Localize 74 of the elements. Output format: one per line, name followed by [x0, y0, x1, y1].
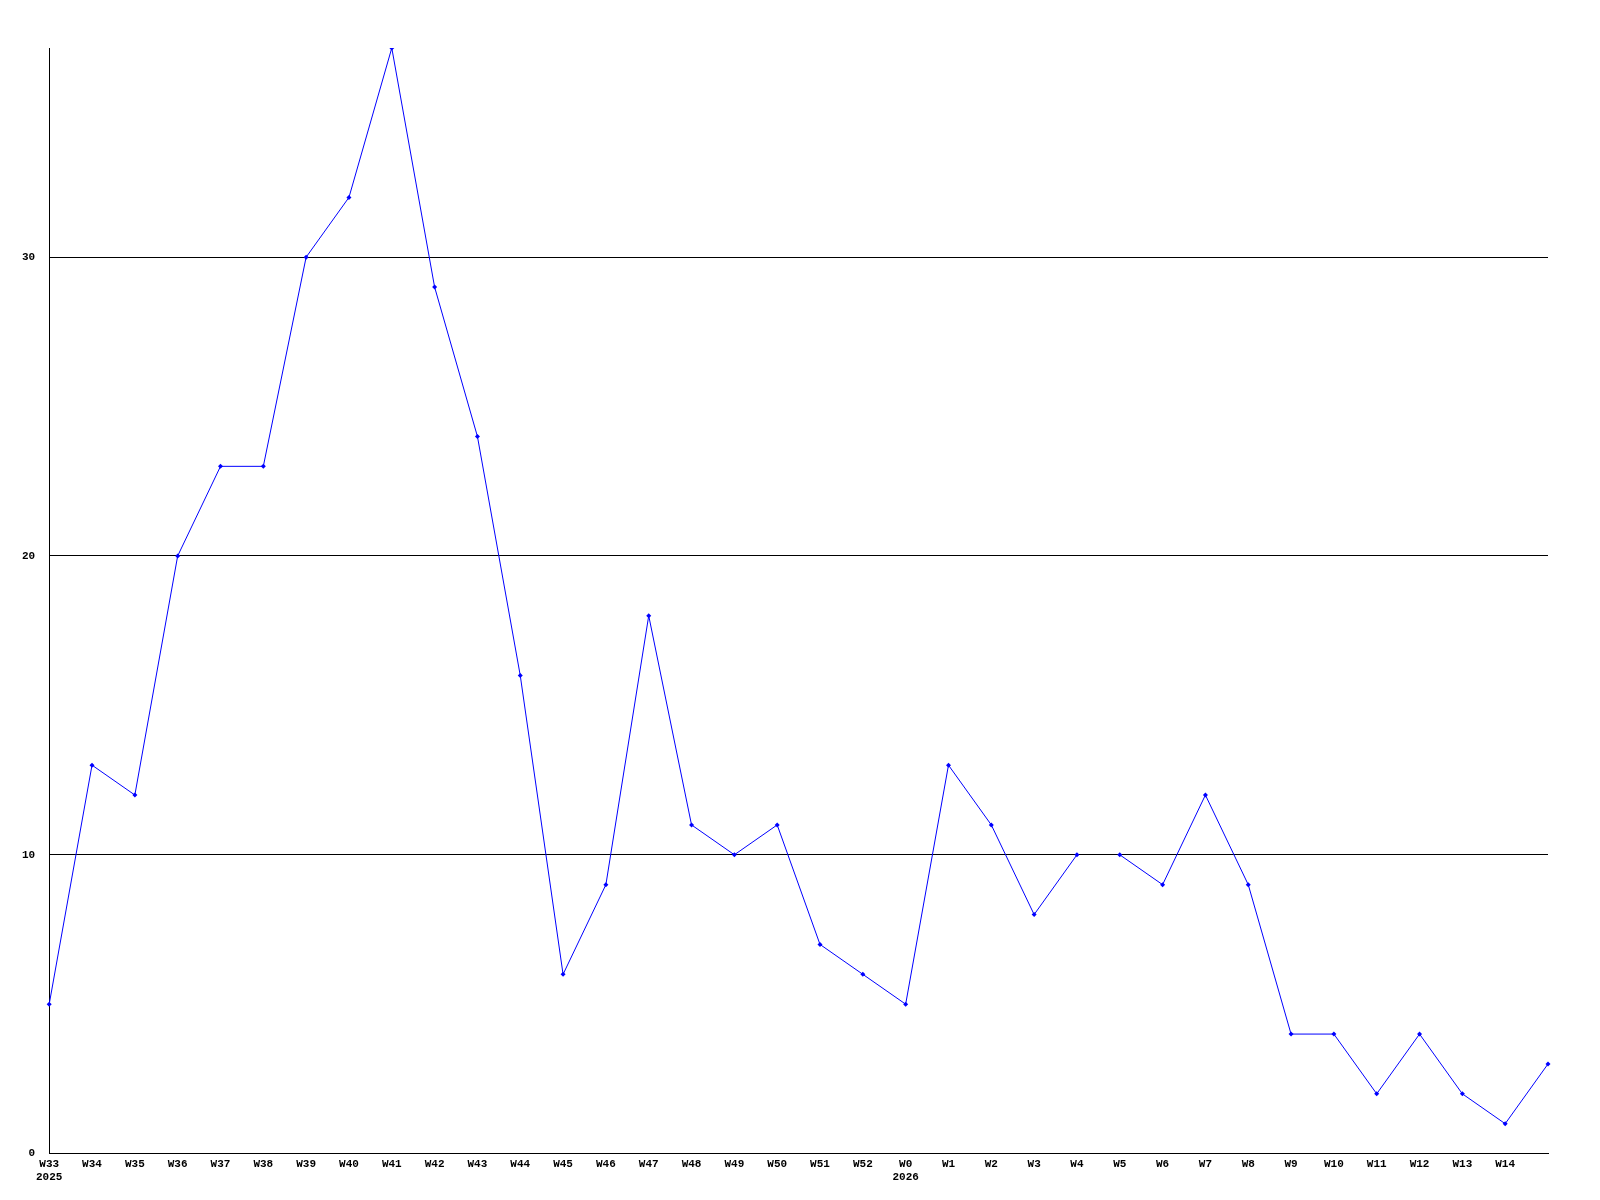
point: [1117, 852, 1123, 858]
x-tick-label: W5: [1113, 1157, 1127, 1170]
x-tick-label: W2: [984, 1157, 998, 1170]
point: [1160, 882, 1166, 888]
point: [1417, 1031, 1423, 1037]
x-tick-label: W12: [1409, 1157, 1430, 1170]
x-tick-label: W48: [681, 1157, 702, 1170]
x-tick-label: W13: [1452, 1157, 1473, 1170]
point: [175, 553, 181, 559]
point: [860, 971, 866, 977]
x-tick-label: W3: [1027, 1157, 1042, 1170]
point: [689, 822, 695, 828]
point: [774, 822, 780, 828]
point: [260, 463, 266, 469]
point: [303, 254, 309, 260]
point: [1545, 1061, 1551, 1067]
x-tick-label: W14: [1495, 1157, 1516, 1170]
y-tick-label: 0: [28, 1147, 36, 1160]
point: [46, 1001, 52, 1007]
x-tick-label: W34: [82, 1157, 103, 1170]
x-tick-label: W50: [767, 1157, 788, 1170]
x-tick-label: W0 2026: [892, 1157, 919, 1184]
x-tick-label: W47: [638, 1157, 659, 1170]
point: [1245, 882, 1251, 888]
point: [903, 1001, 909, 1007]
point: [517, 673, 523, 678]
y-tick-label: 20: [22, 549, 36, 562]
y-tick-label: 30: [22, 250, 36, 263]
point: [646, 613, 652, 619]
point: [817, 941, 823, 947]
point: [1331, 1031, 1337, 1037]
x-tick-label: W7: [1198, 1157, 1213, 1170]
point: [217, 463, 223, 469]
point: [1074, 852, 1080, 858]
x-tick-label: W40: [339, 1157, 359, 1170]
point: [346, 194, 352, 200]
y-tick-label: 10: [22, 848, 36, 861]
x-tick-label: W36: [167, 1157, 188, 1170]
x-tick-label: W8: [1241, 1157, 1256, 1170]
point: [89, 762, 95, 768]
point: [988, 822, 994, 828]
x-tick-label: W42: [424, 1157, 445, 1170]
x-tick-label: W33 2025: [36, 1157, 63, 1184]
x-tick-label: W41: [381, 1157, 403, 1170]
x-tick-label: W39: [296, 1157, 317, 1170]
x-tick-label: W10: [1323, 1157, 1344, 1170]
point: [1502, 1121, 1508, 1127]
x-tick-label: W52: [852, 1157, 873, 1170]
point: [1031, 912, 1037, 918]
x-tick-label: W11: [1366, 1157, 1387, 1170]
x-tick-label: W38: [253, 1157, 274, 1170]
point: [432, 284, 438, 290]
x-tick-label: W44: [510, 1157, 531, 1170]
point: [560, 971, 566, 977]
point: [474, 433, 480, 439]
point: [945, 762, 951, 768]
point: [132, 792, 138, 798]
point: [1202, 792, 1208, 798]
x-tick-label: W4: [1070, 1157, 1084, 1170]
x-tick-label: W51: [810, 1157, 831, 1170]
x-tick-label: W9: [1284, 1157, 1298, 1170]
x-tick-label: W6: [1155, 1157, 1170, 1170]
x-tick-label: W43: [467, 1157, 488, 1170]
point: [1288, 1031, 1294, 1037]
x-tick-label: W46: [595, 1157, 616, 1170]
x-tick-label: W1: [941, 1157, 956, 1170]
x-tick-label: W35: [124, 1157, 146, 1170]
x-tick-label: W37: [210, 1157, 231, 1170]
point: [731, 852, 737, 858]
x-tick-label: W45: [553, 1157, 574, 1170]
point: [1374, 1091, 1380, 1097]
point: [1459, 1091, 1465, 1097]
point: [603, 882, 609, 888]
x-tick-label: W49: [724, 1157, 745, 1170]
